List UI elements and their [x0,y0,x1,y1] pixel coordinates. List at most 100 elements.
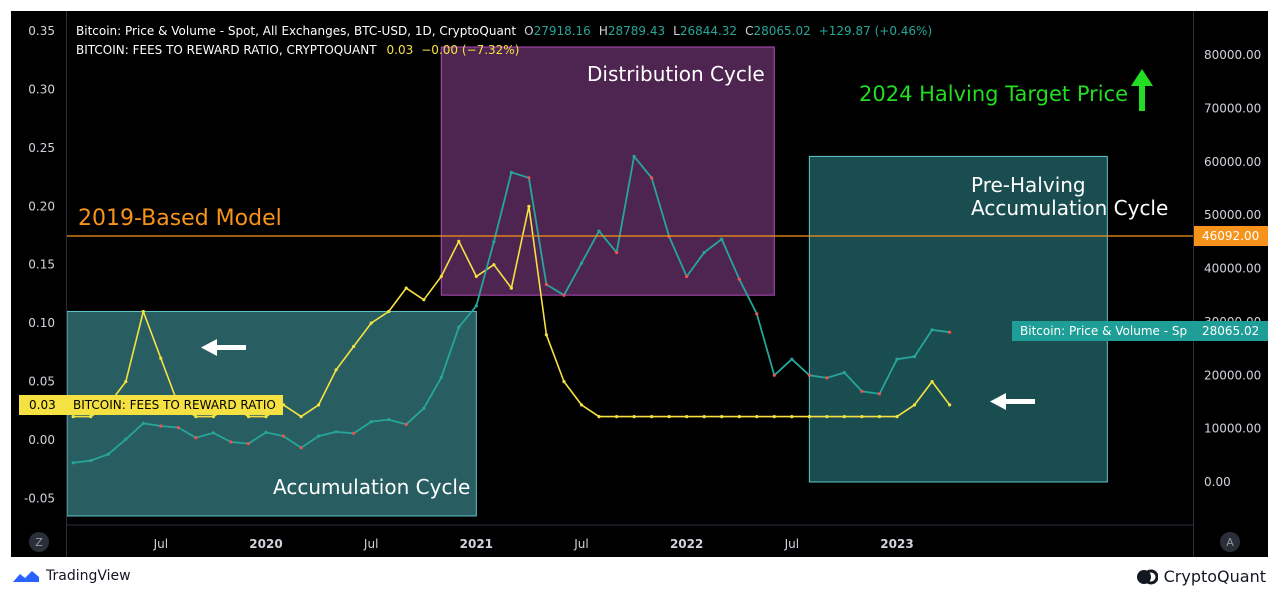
price-point [387,418,391,422]
price-point [369,420,373,424]
left-tick-label: 0.05 [28,375,55,389]
price-point [141,421,145,425]
price-point [89,459,93,463]
price-point [246,442,251,446]
price-point [334,430,338,434]
left-tick-label: 0.10 [28,316,55,330]
price-point [422,406,426,410]
price-point [527,176,531,180]
region-2 [440,46,775,296]
price-point [124,437,128,441]
fees-point [492,263,496,267]
fees-point [194,415,198,419]
fees-point [334,368,338,372]
halving-target-label: 2024 Halving Target Price [859,82,1128,106]
fees-point [895,415,899,419]
price-point [509,170,513,174]
fees-point [667,415,671,419]
left-scale-button[interactable]: Z [29,532,49,552]
price-point [702,250,706,255]
fees-point [720,415,724,419]
right-tick-label: 50000.00 [1204,208,1261,222]
fees-point [755,415,759,419]
ohlc-l-value: 26844.32 [680,24,737,38]
price-point [106,452,110,456]
cryptoquant-logo[interactable]: CryptoQuant [1136,567,1266,586]
price-point [176,426,180,430]
fees-point [877,415,882,419]
price-point [317,434,321,438]
right-tick-label: 80000.00 [1204,48,1261,62]
left-tick-label: -0.05 [24,491,55,505]
fees-point [948,403,952,407]
fees-point [299,415,303,419]
fees-point [527,204,531,208]
price-point [825,376,829,380]
fees-point [579,403,584,407]
ohlc-c-prefix: C [745,24,753,38]
left-tick-label: 0.00 [28,433,55,447]
fees-point [141,309,145,314]
price-point [159,424,163,428]
right-tick-label: 60000.00 [1204,155,1261,169]
right-tick-label: 10000.00 [1204,422,1261,436]
right-tick-label: 0.00 [1204,475,1231,489]
right-scale-button[interactable]: A [1220,532,1240,552]
x-tick-label: 2023 [880,537,913,551]
left-arrow-icon [201,339,246,356]
right-tick-label: 40000.00 [1204,262,1261,276]
right-axis-ticks: 80000.00 70000.00 60000.00 50000.00 40000.00… [1204,48,1261,489]
x-axis-ticks: Jul 2020 Jul 2021 Jul 2022 Jul 2023 [153,537,914,551]
fees-point [387,309,391,314]
price-point [737,277,741,281]
model-price-label: 46092.00 [1194,226,1268,246]
fees-point [474,274,478,278]
price-point [755,312,759,316]
price-point [404,422,408,426]
chart-canvas[interactable]: 0.35 0.30 0.25 0.20 0.15 0.10 0.05 0.00 -0.05 80… [11,11,1268,557]
regions-layer [66,46,1108,517]
price-point [772,373,776,377]
price-change: +129.87 (+0.46%) [819,24,932,38]
fees-point [860,415,864,419]
price-point [281,434,286,438]
price-point [211,431,215,435]
x-tick-label: Jul [573,537,588,551]
right-scale-button-label: A [1226,536,1234,549]
fees-point [71,415,75,419]
left-tick-label: 0.30 [28,82,55,96]
header-main-legend: Bitcoin: Price & Volume - Spot, All Exch… [76,24,932,38]
price-point [579,261,584,265]
fees-point [509,286,513,290]
price-point [439,375,443,379]
fees-point [685,415,689,419]
price-point [492,240,496,244]
price-point [930,328,934,332]
up-arrow-icon [1131,69,1153,111]
x-tick-label: 2022 [670,537,703,551]
cryptoquant-text: CryptoQuant [1163,567,1266,586]
price-value-text: 28065.02 [1202,324,1259,338]
model-label: 2019-Based Model [78,206,282,231]
fees-point [439,274,443,278]
price-point [352,431,356,435]
fees-point [246,415,251,419]
price-point [895,357,899,361]
fees-point [369,321,373,325]
price-point [615,250,619,255]
fees-point [124,380,128,384]
ohlc-h-prefix: H [599,24,608,38]
tradingview-logo[interactable]: TradingView [12,568,131,584]
x-tick-label: Jul [784,537,799,551]
fees-value-label: 0.03 BITCOIN: FEES TO REWARD RATIO [19,395,283,415]
price-point [264,430,268,434]
indicator-value: 0.03 [387,43,414,57]
price-point [299,446,303,450]
indicator-title: BITCOIN: FEES TO REWARD RATIO, CRYPTOQUA… [76,43,377,57]
pre-halving-label-line2: Accumulation Cycle [971,196,1168,220]
price-value-label: Bitcoin: Price & Volume - Sp 28065.02 [1012,321,1268,341]
fees-point [457,239,461,243]
left-tick-label: 0.15 [28,258,55,272]
model-price-text: 46092.00 [1202,229,1259,243]
fees-point [562,380,566,384]
